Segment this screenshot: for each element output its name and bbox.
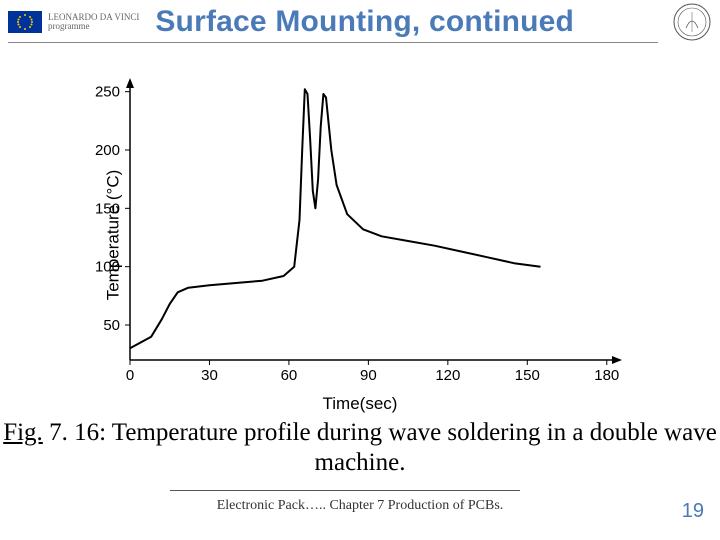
svg-text:200: 200: [95, 142, 120, 159]
svg-text:150: 150: [515, 367, 540, 384]
figure-caption: Fig. 7. 16: Temperature profile during w…: [0, 418, 720, 478]
programme-line2: programme: [48, 22, 139, 31]
svg-text:30: 30: [201, 367, 218, 384]
svg-text:120: 120: [435, 367, 460, 384]
eu-flag-icon: [8, 11, 42, 33]
temperature-chart: Temperature (°C) Time(sec) 0306090120150…: [80, 70, 640, 400]
page-number: 19: [682, 500, 704, 523]
x-axis-label: Time(sec): [323, 394, 398, 414]
svg-text:60: 60: [281, 367, 298, 384]
seal-icon: [672, 2, 712, 42]
header: LEONARDO DA VINCI programme Surface Moun…: [0, 0, 720, 44]
figure-text: 7. 16: Temperature profile during wave s…: [43, 419, 717, 476]
figure-label: Fig.: [3, 419, 43, 446]
page-title: Surface Mounting, continued: [155, 5, 574, 39]
svg-text:50: 50: [103, 317, 120, 334]
footer-text: Electronic Pack….. Chapter 7 Production …: [0, 498, 720, 514]
y-axis-label: Temperature (°C): [103, 170, 123, 301]
svg-text:180: 180: [594, 367, 619, 384]
svg-text:90: 90: [360, 367, 377, 384]
svg-text:250: 250: [95, 84, 120, 101]
footer-divider: [170, 490, 520, 491]
programme-label: LEONARDO DA VINCI programme: [48, 13, 139, 32]
svg-text:0: 0: [126, 367, 134, 384]
header-divider: [8, 42, 658, 43]
chart-canvas: 030609012015018050100150200250: [80, 70, 640, 400]
